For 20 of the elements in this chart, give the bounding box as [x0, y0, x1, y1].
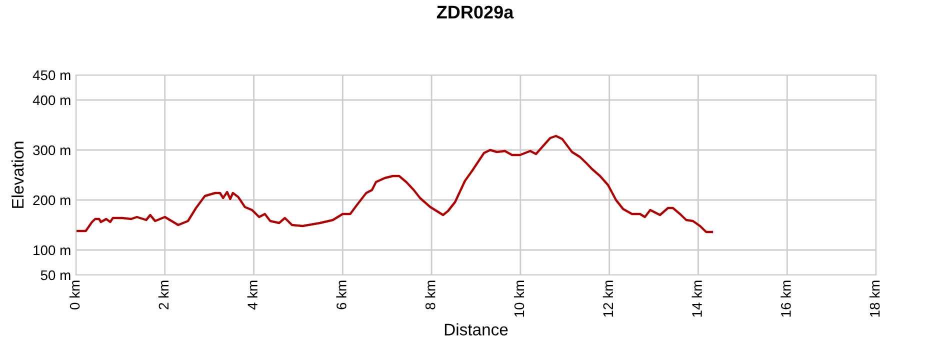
y-tick-label: 50 m [40, 270, 70, 280]
y-tick-label: 400 m [32, 95, 70, 106]
x-tick-label: 14 km [692, 280, 702, 317]
x-tick-label: 18 km [870, 280, 880, 317]
y-tick-label: 450 m [32, 70, 70, 80]
chart-title: ZDR029a [436, 6, 514, 19]
y-axis-title: Elevation [11, 142, 24, 208]
x-tick-label: 2 km [158, 280, 168, 310]
y-tick-label: 100 m [34, 245, 70, 256]
x-tick-label: 6 km [336, 280, 346, 310]
x-tick-label: 16 km [780, 280, 791, 317]
x-axis-title: Distance [444, 323, 508, 336]
x-tick-label: 10 km [514, 280, 524, 317]
line-series [76, 134, 714, 234]
x-tick-label: 12 km [602, 280, 613, 317]
y-tick-label: 200 m [33, 195, 70, 206]
y-tick-label: 300 m [33, 145, 70, 156]
x-tick-label: 8 km [425, 280, 436, 310]
x-tick-label: 0 km [70, 280, 80, 310]
x-tick-label: 4 km [247, 280, 258, 310]
